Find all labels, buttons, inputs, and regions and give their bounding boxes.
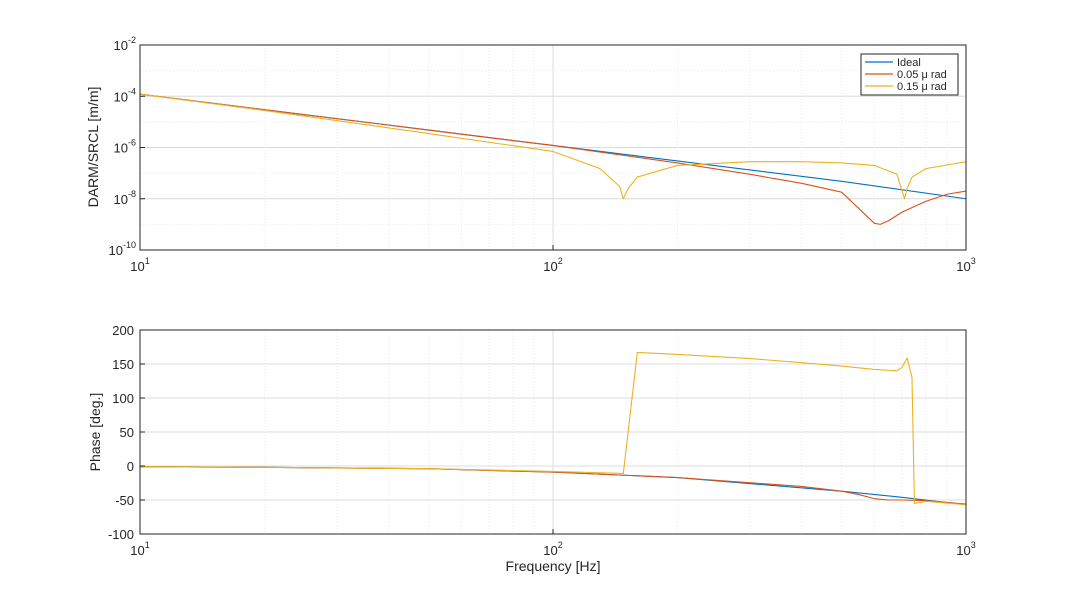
- y-tick-label: 10-8: [114, 189, 136, 207]
- x-tick-label: 103: [956, 256, 975, 274]
- y-tick-label: 10-6: [114, 138, 136, 156]
- magnitude-series: [139, 93, 967, 225]
- phase-series: [139, 351, 967, 506]
- magnitude-y-axis-label: DARM/SRCL [m/m]: [85, 87, 101, 208]
- x-tick-label: 101: [130, 540, 149, 558]
- phase-ticks: 101 102 103 -100 -50 0 50 100 150 200: [108, 323, 976, 558]
- y-tick-label: -100: [108, 527, 134, 542]
- legend-label: Ideal: [897, 57, 921, 69]
- legend-label: 0.05 μ rad: [897, 69, 947, 81]
- legend-label: 0.15 μ rad: [897, 81, 947, 93]
- y-tick-label: 50: [120, 425, 134, 440]
- x-tick-label: 102: [543, 540, 562, 558]
- phase-plot: 101 102 103 -100 -50 0 50 100 150 200 Phase [deg.…: [87, 323, 976, 574]
- y-tick-label: 0: [127, 459, 134, 474]
- x-tick-label: 101: [130, 256, 149, 274]
- y-tick-label: 150: [112, 357, 134, 372]
- magnitude-ticks: 101 102 103 10-10 10-8 10-6 10-4 10-2: [109, 35, 976, 274]
- x-tick-label: 103: [956, 540, 975, 558]
- series-line-3: [139, 93, 967, 200]
- y-tick-label: 10-4: [114, 86, 136, 104]
- y-tick-label: 10-2: [114, 35, 136, 53]
- phase-x-axis-label: Frequency [Hz]: [506, 558, 601, 574]
- y-tick-label: -50: [115, 493, 134, 508]
- x-tick-label: 102: [543, 256, 562, 274]
- magnitude-plot: 101 102 103 10-10 10-8 10-6 10-4 10-2 DARM/SRCL…: [85, 35, 976, 274]
- magnitude-grid: [139, 44, 967, 251]
- y-tick-label: 10-10: [109, 240, 136, 258]
- phase-y-axis-label: Phase [deg.]: [87, 393, 103, 472]
- y-tick-label: 200: [112, 323, 134, 338]
- series-line-2: [139, 93, 967, 225]
- y-tick-label: 100: [112, 391, 134, 406]
- series-line-3: [139, 351, 967, 506]
